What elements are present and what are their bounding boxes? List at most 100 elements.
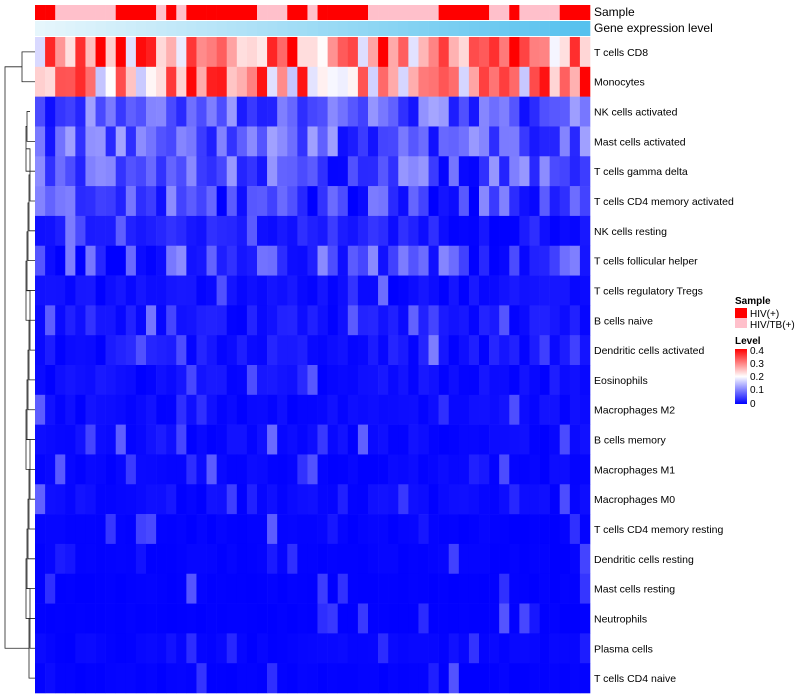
heatmap-cell	[75, 394, 86, 425]
annotation-cell-sample	[246, 5, 258, 20]
heatmap-cell	[236, 126, 248, 157]
heatmap-cell	[176, 186, 187, 217]
heatmap-cell	[75, 663, 86, 694]
heatmap-cell	[579, 186, 591, 217]
heatmap-cell	[327, 365, 339, 396]
heatmap-cell	[236, 335, 248, 366]
heatmap-cell	[509, 305, 520, 336]
heatmap-cell	[499, 484, 510, 515]
row-label: B cells memory	[594, 435, 667, 447]
heatmap-cell	[35, 305, 46, 336]
legend-tick-0-1: 0.1	[750, 385, 764, 396]
heatmap-cell	[479, 603, 490, 634]
heatmap-cell	[115, 484, 127, 515]
heatmap-cell	[186, 96, 197, 127]
heatmap-cell	[176, 215, 187, 247]
annotation-cell-gene-expression	[499, 21, 510, 36]
heatmap-cell	[125, 484, 137, 515]
heatmap-cell	[458, 603, 470, 634]
heatmap-cell	[257, 305, 268, 336]
heatmap-cell	[135, 96, 147, 127]
heatmap-cell	[35, 543, 46, 575]
heatmap-cell	[166, 245, 177, 276]
heatmap-cell	[267, 603, 278, 634]
row-label: Mast cells activated	[594, 136, 686, 148]
heatmap-cell	[368, 156, 379, 187]
heatmap-cell	[569, 484, 581, 515]
heatmap-cell	[45, 633, 56, 664]
heatmap-cell	[489, 543, 500, 575]
heatmap-cell	[378, 365, 389, 396]
heatmap-cell	[448, 514, 460, 545]
heatmap-cell	[146, 514, 157, 545]
row-label: Dendritic cells resting	[594, 554, 694, 566]
heatmap-cell	[317, 305, 328, 336]
heatmap-cell	[499, 37, 510, 68]
heatmap-cell	[438, 573, 450, 604]
heatmap-cell	[287, 305, 298, 336]
annotation-cell-gene-expression	[146, 21, 157, 36]
annotation-cell-sample	[297, 5, 308, 20]
heatmap-cell	[499, 215, 510, 247]
heatmap-cell	[226, 663, 238, 694]
annotation-cell-sample	[529, 5, 540, 20]
heatmap-cell	[85, 215, 96, 247]
heatmap-cell	[75, 186, 86, 217]
heatmap-cell	[226, 156, 238, 187]
annotation-cell-sample	[35, 5, 46, 20]
heatmap-cell	[468, 37, 480, 68]
heatmap-cell	[357, 514, 369, 545]
heatmap-cell	[297, 603, 308, 634]
heatmap-cell	[418, 454, 429, 485]
heatmap-cell	[35, 484, 46, 515]
heatmap-cell	[85, 633, 96, 664]
heatmap-cell	[549, 394, 561, 425]
heatmap-cell	[559, 543, 571, 575]
heatmap-cell	[357, 66, 369, 97]
heatmap-cell	[257, 275, 268, 306]
heatmap-cell	[509, 603, 520, 634]
heatmap-cell	[105, 96, 117, 127]
heatmap-cell	[246, 454, 258, 485]
heatmap-cell	[287, 156, 298, 187]
heatmap-cell	[166, 365, 177, 396]
heatmap-cell	[347, 126, 359, 157]
heatmap-cell	[327, 663, 339, 694]
heatmap-cell	[105, 335, 117, 366]
heatmap-cell	[489, 514, 500, 545]
heatmap-cell	[35, 573, 46, 604]
heatmap-cell	[579, 245, 591, 276]
heatmap-cell	[35, 454, 46, 485]
heatmap-cell	[428, 603, 439, 634]
heatmap-cell	[479, 275, 490, 306]
annotation-cell-gene-expression	[509, 21, 520, 36]
heatmap-cell	[368, 305, 379, 336]
heatmap-cell	[156, 66, 167, 97]
heatmap-cell	[317, 543, 328, 575]
annotation-cell-sample	[105, 5, 117, 20]
heatmap-cell	[186, 424, 197, 455]
heatmap-cell	[479, 96, 490, 127]
heatmap-cell	[246, 37, 258, 68]
heatmap-cell	[226, 424, 238, 455]
heatmap-cell	[246, 96, 258, 127]
heatmap-cell	[125, 305, 137, 336]
heatmap-cell	[499, 633, 510, 664]
heatmap-cell	[468, 275, 480, 306]
heatmap-cell	[176, 543, 187, 575]
heatmap-cell	[176, 275, 187, 306]
heatmap-cell	[95, 37, 106, 68]
heatmap-cell	[277, 305, 288, 336]
heatmap-cell	[438, 365, 450, 396]
heatmap-cell	[408, 275, 419, 306]
heatmap-cell	[246, 245, 258, 276]
heatmap-cell	[267, 275, 278, 306]
heatmap-cell	[337, 484, 349, 515]
annotation-cell-sample	[539, 5, 550, 20]
annotation-cell-gene-expression	[448, 21, 460, 36]
heatmap-cell	[317, 335, 328, 366]
heatmap-cell	[458, 543, 470, 575]
heatmap-cell	[75, 66, 86, 97]
heatmap-cell	[388, 514, 399, 545]
heatmap-cell	[226, 37, 238, 68]
